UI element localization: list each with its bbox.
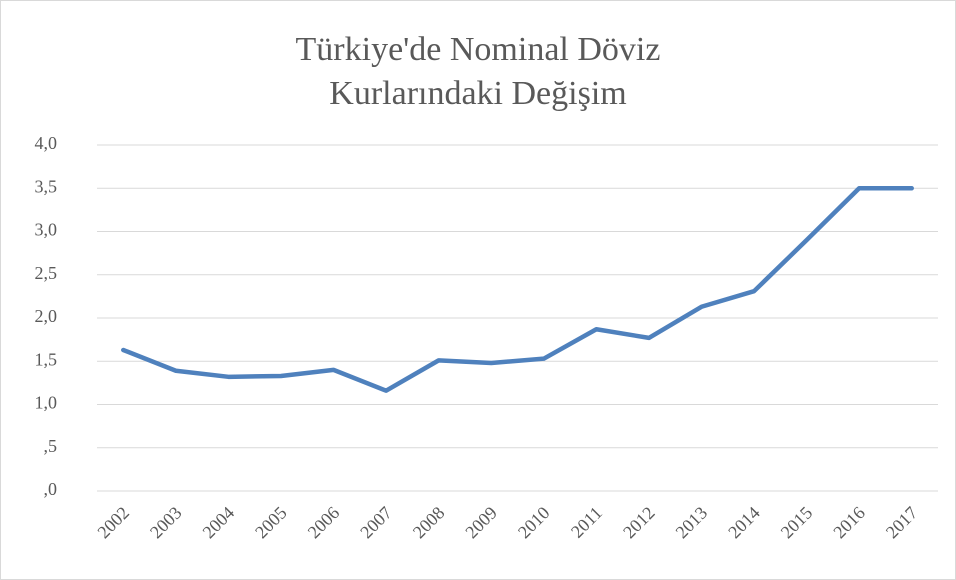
x-tick-label: 2009	[461, 503, 501, 543]
y-tick-label: 2,0	[35, 306, 58, 326]
y-tick-label: 3,0	[35, 220, 58, 240]
x-tick-label: 2005	[251, 503, 291, 543]
x-tick-label: 2016	[829, 503, 869, 543]
x-tick-label: 2004	[199, 503, 239, 543]
x-tick-label: 2012	[619, 503, 659, 543]
y-tick-label: ,5	[44, 436, 58, 456]
x-tick-label: 2013	[672, 503, 712, 543]
x-tick-label: 2014	[724, 503, 764, 543]
y-tick-label: 2,5	[35, 263, 58, 283]
x-tick-label: 2008	[409, 503, 449, 543]
x-tick-label: 2010	[514, 503, 554, 543]
data-line	[121, 186, 914, 393]
x-tick-label: 2006	[304, 503, 344, 543]
x-tick-label: 2011	[567, 503, 606, 542]
y-tick-label: 1,0	[35, 393, 58, 413]
x-tick-label: 2015	[777, 503, 817, 543]
y-tick-label: 4,0	[35, 133, 58, 153]
x-tick-label: 2017	[882, 503, 922, 543]
x-tick-label: 2007	[356, 503, 396, 543]
x-tick-label: 2003	[146, 503, 186, 543]
y-tick-label: 3,5	[35, 176, 58, 196]
x-tick-label: 2002	[93, 503, 133, 543]
y-tick-label: ,0	[44, 479, 58, 499]
chart-title: Türkiye'de Nominal Döviz Kurlarındaki De…	[295, 31, 661, 112]
y-tick-label: 1,5	[35, 349, 58, 369]
